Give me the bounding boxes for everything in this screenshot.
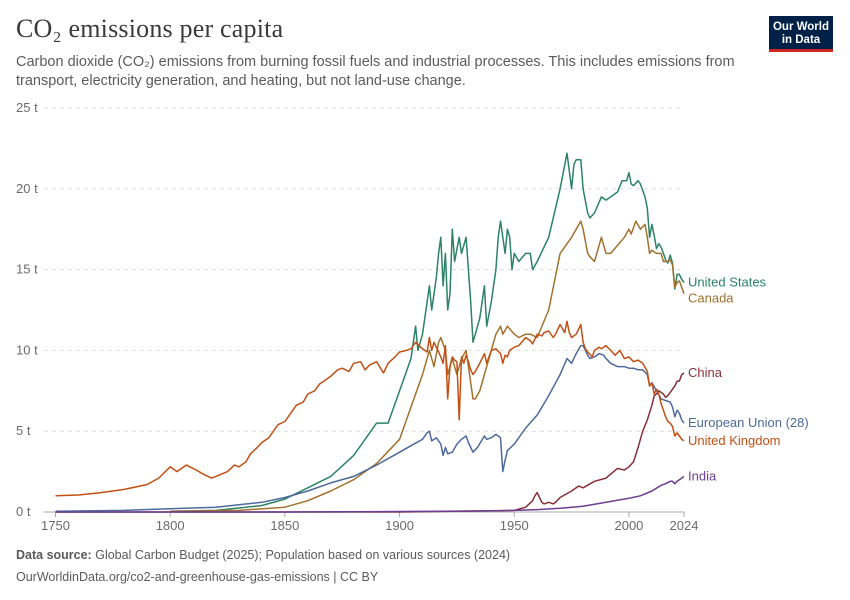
series-line-india [55, 475, 685, 513]
y-tick-label: 5 t [16, 423, 31, 438]
page-subtitle: Carbon dioxide (CO₂) emissions from burn… [16, 54, 735, 89]
x-tick-label: 2024 [670, 518, 699, 533]
page-title: CO₂ emissions per capita [16, 14, 284, 43]
y-tick-label: 0 t [16, 504, 31, 519]
series-label-european-union-28: European Union (28) [688, 415, 809, 430]
series-label-canada: Canada [688, 291, 734, 306]
series-line-united-states [170, 152, 685, 512]
series-label-united-states: United States [688, 275, 767, 290]
series-label-india: India [688, 468, 717, 483]
logo-line-2: in Data [781, 34, 821, 46]
source-label: Data source: [16, 548, 92, 562]
owid-logo[interactable]: Our World in Data [769, 16, 833, 52]
series-label-united-kingdom: United Kingdom [688, 433, 781, 448]
source-note: Data source: Global Carbon Budget (2025)… [16, 548, 510, 562]
x-tick-label: 1850 [270, 518, 299, 533]
series-label-china: China [688, 365, 723, 380]
logo-line-1: Our World [772, 21, 829, 33]
x-tick-label: 1800 [156, 518, 185, 533]
y-tick-label: 25 t [16, 100, 38, 115]
y-tick-label: 20 t [16, 181, 38, 196]
y-tick-label: 10 t [16, 342, 38, 357]
y-tick-label: 15 t [16, 262, 38, 277]
source-text: Global Carbon Budget (2025); Population … [95, 548, 511, 562]
series-line-european-union-28 [55, 344, 685, 512]
x-tick-label: 1900 [385, 518, 414, 533]
x-tick-label: 1750 [41, 518, 70, 533]
series-line-united-kingdom [55, 320, 685, 497]
source-url[interactable]: OurWorldinData.org/co2-and-greenhouse-ga… [16, 570, 379, 584]
series-line-china [55, 372, 685, 513]
series-line-canada [170, 220, 685, 512]
x-tick-label: 2000 [614, 518, 643, 533]
x-tick-label: 1950 [500, 518, 529, 533]
